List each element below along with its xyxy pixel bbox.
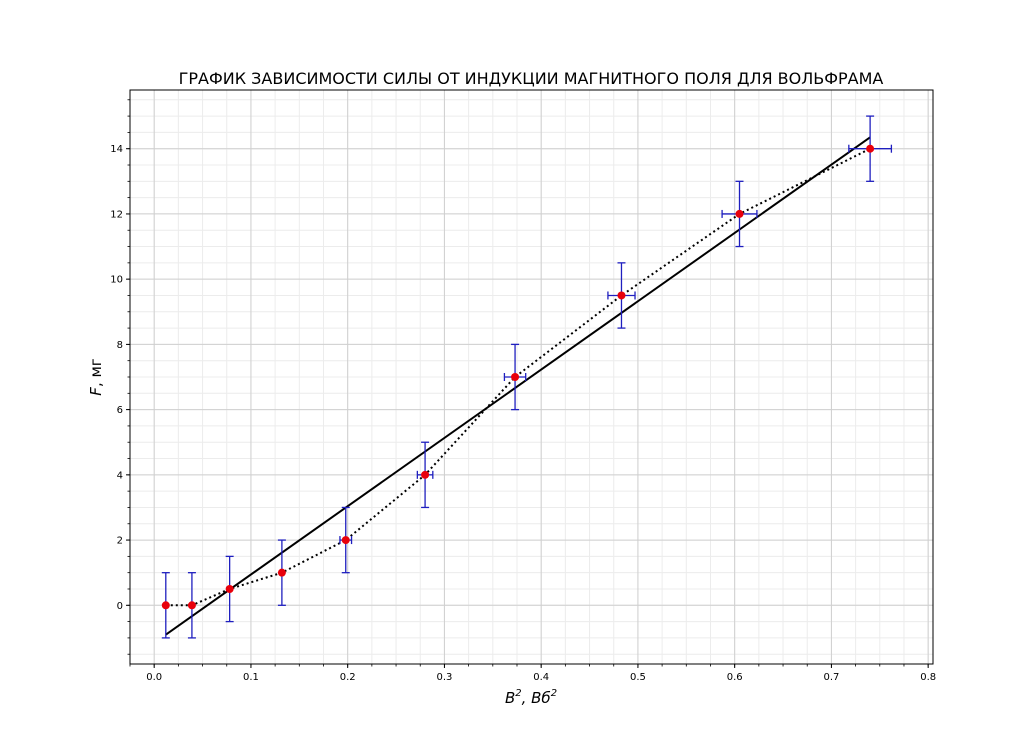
chart-title: ГРАФИК ЗАВИСИМОСТИ СИЛЫ ОТ ИНДУКЦИИ МАГН…	[179, 69, 884, 88]
data-point	[161, 601, 170, 610]
x-axis-label-unit: , Вб	[522, 689, 551, 707]
y-tick-label: 8	[117, 340, 123, 351]
x-tick-label: 0.0	[146, 672, 162, 683]
data-point	[187, 601, 196, 610]
x-tick-label: 0.2	[340, 672, 356, 683]
data-point	[225, 584, 234, 593]
grid	[129, 90, 933, 664]
x-tick-label: 0.4	[533, 672, 549, 683]
data-point	[421, 470, 430, 479]
y-tick-label: 10	[110, 275, 123, 286]
x-tick-label: 0.8	[920, 672, 936, 683]
x-tick-label: 0.6	[727, 672, 743, 683]
axes: 0.0 0.1 0.2 0.3 0.4 0.5 0.6 0.7 0.8 0 2 4 6 8 10 12 14	[110, 89, 936, 683]
x-axis-label-sup2: 2	[551, 688, 557, 699]
plot-frame	[129, 89, 934, 665]
x-axis-label-sup1: 2	[515, 688, 521, 699]
data-point	[277, 568, 286, 577]
y-axis-label: F, мг	[87, 358, 105, 395]
x-axis-label: B2, Вб2	[505, 688, 557, 707]
data-point	[341, 536, 350, 545]
data-point	[866, 144, 875, 153]
y-tick-label: 4	[117, 470, 123, 481]
y-tick-label: 14	[110, 144, 123, 155]
y-axis-label-var: F	[87, 387, 105, 396]
y-tick-label: 2	[117, 536, 123, 547]
data-point	[511, 373, 520, 381]
x-tick-label: 0.5	[630, 672, 646, 683]
y-tick-label: 0	[117, 601, 123, 612]
data-connector-line	[165, 147, 871, 607]
x-tick-label: 0.7	[823, 672, 839, 683]
plot-area	[161, 115, 893, 639]
x-tick-label: 0.1	[243, 672, 259, 683]
y-tick-label: 6	[117, 405, 123, 416]
y-axis-label-unit: , мг	[87, 358, 105, 387]
y-tick-label: 12	[110, 209, 123, 220]
x-axis-label-main: B	[505, 689, 515, 707]
data-point	[735, 209, 744, 218]
x-tick-label: 0.3	[436, 672, 452, 683]
data-point	[617, 291, 626, 300]
fit-line	[165, 136, 871, 636]
